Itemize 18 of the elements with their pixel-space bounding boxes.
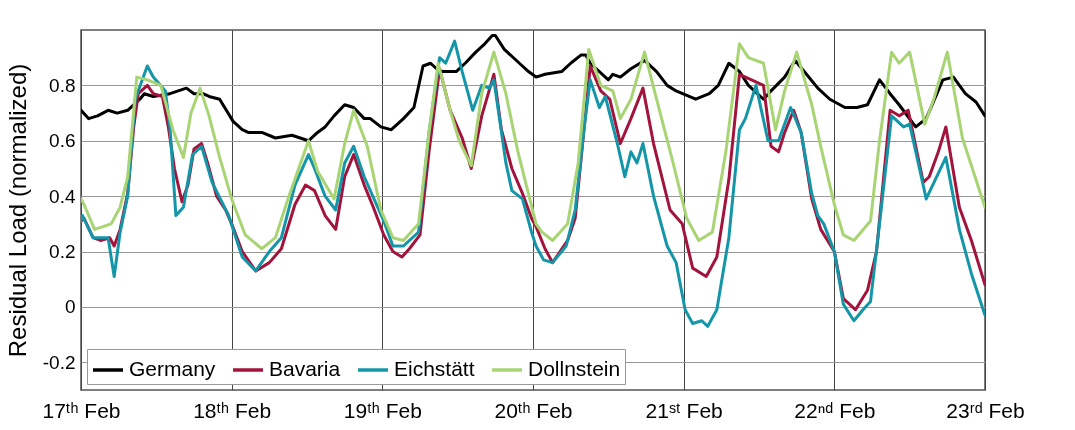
x-tick-label: 22ⁿᵈ Feb (794, 398, 876, 422)
y-tick-label: 0.6 (49, 130, 76, 152)
y-tick-label: 0 (64, 296, 76, 318)
y-tick-label: 0.8 (49, 74, 76, 96)
y-tick-label: -0.2 (42, 351, 76, 373)
x-tick-label: 20ᵗʰ Feb (494, 398, 573, 422)
x-tick-label: 17ᵗʰ Feb (42, 398, 121, 422)
x-tick-label: 19ᵗʰ Feb (343, 398, 422, 422)
y-tick-label: 0.4 (49, 185, 76, 207)
x-tick-label: 23ʳᵈ Feb (946, 398, 1025, 422)
y-tick-label: 0.2 (49, 241, 76, 263)
legend-label: Eichstätt (394, 357, 475, 380)
legend-label: Dollnstein (528, 357, 621, 380)
x-tick-label: 21ˢᵗ Feb (645, 398, 723, 422)
legend-label: Bavaria (269, 357, 341, 380)
x-tick-label: 18ᵗʰ Feb (193, 398, 272, 422)
y-axis-title: Residual Load (normalized) (3, 63, 31, 358)
legend-label: Germany (129, 357, 216, 380)
